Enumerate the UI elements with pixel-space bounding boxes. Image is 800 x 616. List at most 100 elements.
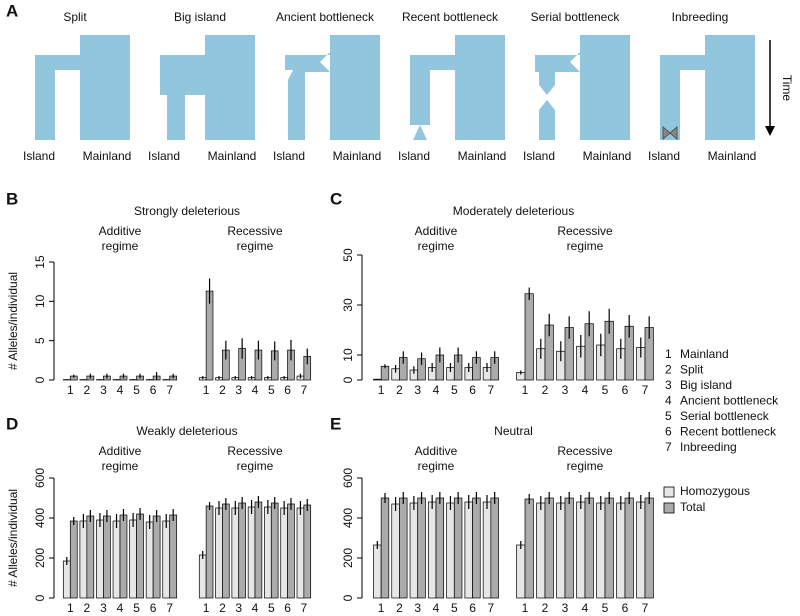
y-tick-label: 5 bbox=[33, 337, 47, 344]
key-name: Big island bbox=[680, 378, 732, 392]
scenario-title: Ancient bottleneck bbox=[276, 10, 375, 24]
x-tick-label: 1 bbox=[522, 601, 529, 615]
group-title: regime bbox=[418, 459, 455, 473]
bar bbox=[86, 515, 95, 599]
bar bbox=[270, 502, 279, 599]
group-title: regime bbox=[418, 239, 455, 253]
bar bbox=[524, 293, 534, 381]
y-tick-label: 600 bbox=[341, 468, 355, 488]
y-axis-label: # Alleles/individual bbox=[6, 272, 20, 370]
x-tick-label: 5 bbox=[451, 601, 458, 615]
island-label: Island bbox=[648, 149, 680, 163]
bar bbox=[119, 514, 128, 599]
bar bbox=[435, 497, 445, 599]
x-tick-label: 1 bbox=[203, 601, 210, 615]
x-tick-label: 3 bbox=[100, 383, 107, 397]
key-number: 4 bbox=[665, 394, 672, 408]
scenario-shape bbox=[539, 100, 555, 140]
y-tick-label: 200 bbox=[341, 548, 355, 568]
mainland-label: Mainland bbox=[458, 149, 507, 163]
bar bbox=[524, 498, 534, 599]
mainland-label: Mainland bbox=[708, 149, 757, 163]
key-name: Recent bottleneck bbox=[680, 425, 777, 439]
group-title: regime bbox=[567, 459, 604, 473]
bar bbox=[380, 497, 390, 599]
panel-title: Strongly deleterious bbox=[134, 204, 240, 218]
group-title: Additive bbox=[99, 444, 142, 458]
x-tick-label: 1 bbox=[378, 601, 385, 615]
bar bbox=[231, 507, 240, 599]
bar bbox=[409, 502, 419, 599]
x-tick-label: 1 bbox=[67, 601, 74, 615]
key-number: 2 bbox=[665, 363, 672, 377]
panel-letter: E bbox=[330, 414, 341, 433]
x-tick-label: 4 bbox=[433, 601, 440, 615]
bar bbox=[254, 501, 263, 599]
bar bbox=[446, 502, 455, 599]
x-tick-label: 6 bbox=[150, 383, 157, 397]
bar bbox=[103, 515, 111, 599]
island-label: Island bbox=[398, 149, 430, 163]
legend-swatch bbox=[663, 486, 675, 498]
x-tick-label: 4 bbox=[582, 601, 589, 615]
group-title: Additive bbox=[99, 224, 142, 238]
bar bbox=[303, 504, 312, 599]
bar bbox=[145, 521, 154, 599]
bar bbox=[198, 554, 207, 599]
mainland-label: Mainland bbox=[83, 149, 132, 163]
x-tick-label: 6 bbox=[284, 383, 291, 397]
x-tick-label: 6 bbox=[469, 601, 476, 615]
bar bbox=[576, 501, 586, 599]
y-tick-label: 30 bbox=[341, 298, 355, 312]
y-tick-label: 10 bbox=[33, 294, 47, 308]
bar bbox=[96, 519, 104, 599]
key-number: 7 bbox=[665, 440, 672, 454]
x-tick-label: 2 bbox=[542, 601, 549, 615]
bar bbox=[264, 506, 272, 599]
bar bbox=[380, 365, 390, 381]
bar bbox=[215, 507, 223, 599]
x-tick-label: 4 bbox=[117, 601, 124, 615]
x-tick-label: 6 bbox=[469, 383, 476, 397]
y-tick-label: 0 bbox=[341, 594, 355, 601]
x-tick-label: 5 bbox=[451, 383, 458, 397]
bar bbox=[136, 513, 144, 599]
panel-letter: D bbox=[6, 414, 18, 433]
x-tick-label: 1 bbox=[522, 383, 529, 397]
group-title: Recessive bbox=[557, 444, 613, 458]
group-title: Recessive bbox=[227, 444, 283, 458]
y-tick-label: 400 bbox=[341, 508, 355, 528]
bar bbox=[596, 502, 606, 599]
x-tick-label: 1 bbox=[378, 383, 385, 397]
y-tick-label: 15 bbox=[33, 255, 47, 269]
bar bbox=[162, 520, 171, 599]
x-tick-label: 6 bbox=[284, 601, 291, 615]
x-tick-label: 1 bbox=[67, 383, 74, 397]
legend-swatch bbox=[663, 502, 675, 514]
panel-title: Neutral bbox=[494, 424, 533, 438]
panel-letter: B bbox=[6, 189, 18, 208]
x-tick-label: 3 bbox=[100, 601, 107, 615]
bar bbox=[584, 497, 594, 599]
x-tick-label: 6 bbox=[622, 383, 629, 397]
group-title: Additive bbox=[415, 224, 458, 238]
group-title: Recessive bbox=[227, 224, 283, 238]
x-tick-label: 3 bbox=[562, 601, 569, 615]
x-tick-label: 4 bbox=[117, 383, 124, 397]
mainland-label: Mainland bbox=[333, 149, 382, 163]
x-tick-label: 5 bbox=[268, 601, 275, 615]
panel-letter: C bbox=[330, 189, 342, 208]
x-tick-label: 5 bbox=[602, 601, 609, 615]
time-arrow-head bbox=[765, 126, 775, 136]
inbreeding-icon bbox=[662, 125, 678, 141]
x-tick-label: 6 bbox=[622, 601, 629, 615]
x-tick-label: 7 bbox=[166, 601, 173, 615]
x-tick-label: 7 bbox=[166, 383, 173, 397]
scenario-title: Split bbox=[63, 10, 87, 24]
x-tick-label: 3 bbox=[562, 383, 569, 397]
x-tick-label: 1 bbox=[203, 383, 210, 397]
x-tick-label: 7 bbox=[642, 601, 649, 615]
y-tick-label: 400 bbox=[33, 508, 47, 528]
scenario-shape bbox=[535, 35, 630, 140]
x-tick-label: 7 bbox=[301, 601, 308, 615]
